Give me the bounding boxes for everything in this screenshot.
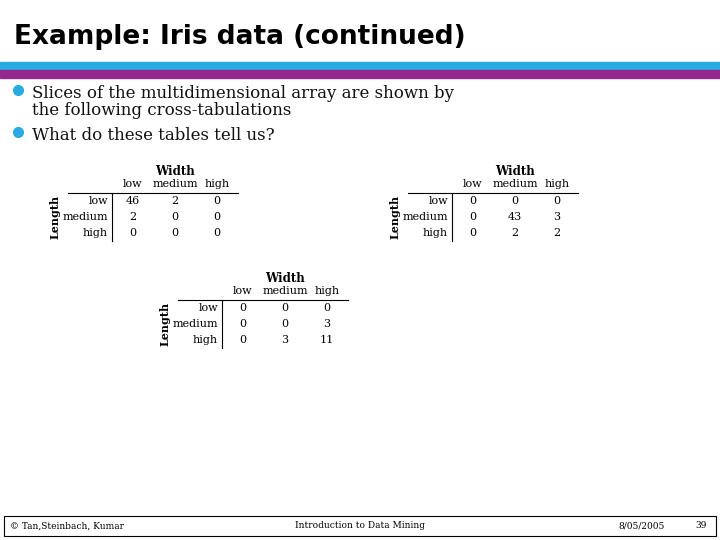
Text: 0: 0 — [554, 196, 561, 206]
Text: medium: medium — [152, 179, 198, 189]
Text: 0: 0 — [213, 228, 220, 238]
Text: medium: medium — [402, 212, 448, 222]
Text: Introduction to Data Mining: Introduction to Data Mining — [295, 522, 425, 530]
Text: 0: 0 — [469, 212, 477, 222]
Text: Length: Length — [50, 195, 60, 239]
Text: 3: 3 — [323, 319, 330, 329]
Text: 0: 0 — [282, 319, 289, 329]
Text: low: low — [233, 286, 253, 296]
Text: Slices of the multidimensional array are shown by: Slices of the multidimensional array are… — [32, 85, 454, 102]
Text: 8/05/2005: 8/05/2005 — [618, 522, 665, 530]
Text: 2: 2 — [171, 196, 179, 206]
Text: low: low — [123, 179, 143, 189]
Text: high: high — [83, 228, 108, 238]
Text: 0: 0 — [323, 303, 330, 313]
Text: 39: 39 — [695, 522, 706, 530]
Text: high: high — [423, 228, 448, 238]
Text: 0: 0 — [213, 212, 220, 222]
Text: 2: 2 — [130, 212, 137, 222]
Text: 2: 2 — [511, 228, 518, 238]
Text: high: high — [204, 179, 230, 189]
Text: 0: 0 — [171, 212, 179, 222]
Bar — [0, 62, 720, 70]
Text: 0: 0 — [282, 303, 289, 313]
Text: the following cross-tabulations: the following cross-tabulations — [32, 102, 292, 119]
Text: medium: medium — [492, 179, 538, 189]
Text: 0: 0 — [171, 228, 179, 238]
Text: 46: 46 — [126, 196, 140, 206]
Text: 0: 0 — [130, 228, 137, 238]
Bar — [4, 516, 716, 536]
Text: 0: 0 — [469, 196, 477, 206]
Text: Length: Length — [160, 302, 171, 346]
Text: 43: 43 — [508, 212, 522, 222]
Text: 0: 0 — [469, 228, 477, 238]
Text: 3: 3 — [554, 212, 561, 222]
Text: high: high — [544, 179, 570, 189]
Text: 0: 0 — [240, 319, 246, 329]
Text: low: low — [463, 179, 483, 189]
Text: 0: 0 — [511, 196, 518, 206]
Text: high: high — [193, 335, 218, 345]
Text: medium: medium — [172, 319, 218, 329]
Text: low: low — [89, 196, 108, 206]
Text: Width: Width — [495, 165, 535, 178]
Text: 0: 0 — [240, 335, 246, 345]
Text: 3: 3 — [282, 335, 289, 345]
Text: Length: Length — [390, 195, 400, 239]
Text: 0: 0 — [213, 196, 220, 206]
Text: medium: medium — [63, 212, 108, 222]
Text: high: high — [315, 286, 340, 296]
Text: Example: Iris data (continued): Example: Iris data (continued) — [14, 24, 466, 50]
Text: Width: Width — [265, 272, 305, 285]
Text: © Tan,Steinbach, Kumar: © Tan,Steinbach, Kumar — [10, 522, 124, 530]
Text: What do these tables tell us?: What do these tables tell us? — [32, 127, 274, 144]
Bar — [0, 70, 720, 78]
Text: Width: Width — [155, 165, 195, 178]
Text: 2: 2 — [554, 228, 561, 238]
Text: low: low — [199, 303, 218, 313]
Text: 11: 11 — [320, 335, 334, 345]
Text: 0: 0 — [240, 303, 246, 313]
Text: low: low — [428, 196, 448, 206]
Text: medium: medium — [262, 286, 308, 296]
